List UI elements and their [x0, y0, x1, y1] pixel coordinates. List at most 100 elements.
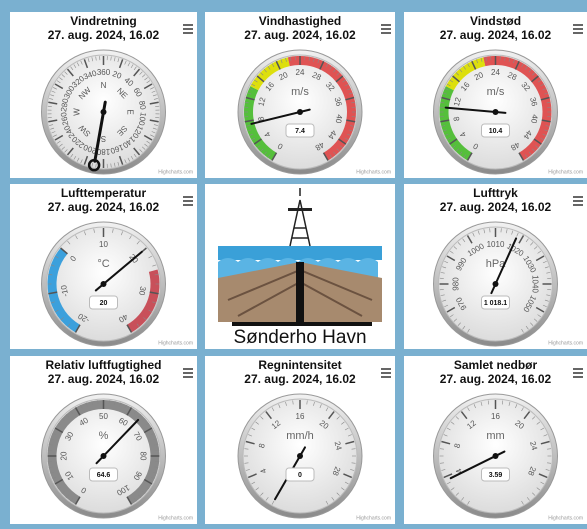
chart-subtitle: 27. aug. 2024, 16.02: [48, 28, 160, 42]
tick-label: 1040: [530, 275, 539, 293]
value-label: 0: [298, 472, 302, 479]
unit-label: m/s: [291, 86, 309, 98]
pivot: [101, 453, 107, 459]
chart-title: Vindretning: [70, 14, 136, 28]
menu-bar: [573, 204, 583, 206]
chart-title: Relativ luftfugtighed: [46, 358, 162, 372]
dashboard: Sønderho Havn Vindretning27. aug. 2024, …: [0, 0, 587, 524]
logo-panel: Sønderho Havn: [205, 184, 395, 349]
menu-bar: [573, 196, 583, 198]
menu-button[interactable]: [381, 368, 391, 378]
tick-label: 980: [452, 277, 461, 291]
underline: [232, 322, 372, 326]
beacon-top: [288, 208, 312, 211]
menu-bar: [183, 200, 193, 202]
value-label: 10.4: [489, 128, 503, 135]
credits: Highcharts.com: [158, 340, 193, 346]
unit-label: mm: [486, 430, 504, 442]
pivot: [493, 281, 499, 287]
menu-button[interactable]: [381, 24, 391, 34]
menu-bar: [381, 32, 391, 34]
tick-label: 50: [99, 412, 108, 421]
menu-bar: [573, 24, 583, 26]
page: {"chart_data": [ {"type": "gauge", "titl…: [0, 0, 587, 524]
menu-bar: [573, 368, 583, 370]
menu-bar: [183, 32, 193, 34]
menu-bar: [183, 204, 193, 206]
chart-subtitle: 27. aug. 2024, 16.02: [244, 372, 356, 386]
menu-bar: [381, 372, 391, 374]
menu-bar: [381, 368, 391, 370]
chart-title: Samlet nedbør: [454, 358, 538, 372]
menu-button[interactable]: [183, 368, 193, 378]
menu-bar: [183, 196, 193, 198]
tick-label: 24: [296, 68, 305, 77]
tick-label: 1010: [487, 240, 505, 249]
menu-bar: [183, 376, 193, 378]
pivot: [493, 109, 499, 115]
menu-bar: [183, 28, 193, 30]
pivot: [101, 109, 107, 115]
chart-title: Vindstød: [470, 14, 521, 28]
value-label: 1 018.1: [484, 300, 507, 307]
credits: Highcharts.com: [158, 515, 193, 521]
menu-button[interactable]: [573, 24, 583, 34]
credits: Highcharts.com: [158, 169, 193, 175]
menu-button[interactable]: [573, 196, 583, 206]
chart-title: Lufttemperatur: [61, 186, 147, 200]
chart-subtitle: 27. aug. 2024, 16.02: [440, 200, 552, 214]
pivot: [297, 109, 303, 115]
chart-subtitle: 27. aug. 2024, 16.02: [48, 372, 160, 386]
menu-bar: [183, 368, 193, 370]
tick-label: 16: [491, 412, 500, 421]
water: [218, 246, 382, 260]
menu-bar: [573, 372, 583, 374]
tick-label: 80: [138, 452, 147, 461]
menu-button[interactable]: [573, 368, 583, 378]
menu-bar: [573, 32, 583, 34]
credits: Highcharts.com: [548, 340, 583, 346]
menu-bar: [381, 24, 391, 26]
unit-label: mm/h: [286, 430, 314, 442]
menu-bar: [183, 372, 193, 374]
tick-label: 16: [296, 412, 305, 421]
tick-label: 10: [99, 240, 108, 249]
cardinal-label: S: [101, 134, 106, 143]
menu-bar: [573, 376, 583, 378]
chart-subtitle: 27. aug. 2024, 16.02: [440, 28, 552, 42]
chart-title: Regnintensitet: [258, 358, 341, 372]
value-label: 7.4: [295, 128, 305, 135]
value-label: 64.6: [97, 472, 111, 479]
menu-button[interactable]: [183, 196, 193, 206]
menu-button[interactable]: [183, 24, 193, 34]
post: [296, 262, 304, 322]
chart-subtitle: 27. aug. 2024, 16.02: [244, 28, 356, 42]
value-label: 3.59: [489, 472, 503, 479]
cardinal-label: N: [101, 81, 107, 90]
credits: Highcharts.com: [356, 169, 391, 175]
cardinal-label: E: [125, 109, 134, 114]
tick-label: 360: [97, 68, 111, 77]
tick-label: 24: [491, 68, 500, 77]
tick-label: 20: [60, 451, 69, 460]
menu-bar: [573, 28, 583, 30]
credits: Highcharts.com: [548, 515, 583, 521]
chart-title: Lufttryk: [473, 186, 518, 200]
pivot: [101, 281, 107, 287]
logo-text: Sønderho Havn: [233, 327, 366, 348]
credits: Highcharts.com: [356, 515, 391, 521]
value-label: 20: [100, 300, 108, 307]
menu-bar: [381, 28, 391, 30]
pivot: [297, 453, 303, 459]
unit-label: °C: [97, 258, 109, 270]
cardinal-label: W: [73, 108, 82, 116]
chart-subtitle: 27. aug. 2024, 16.02: [440, 372, 552, 386]
menu-bar: [381, 376, 391, 378]
